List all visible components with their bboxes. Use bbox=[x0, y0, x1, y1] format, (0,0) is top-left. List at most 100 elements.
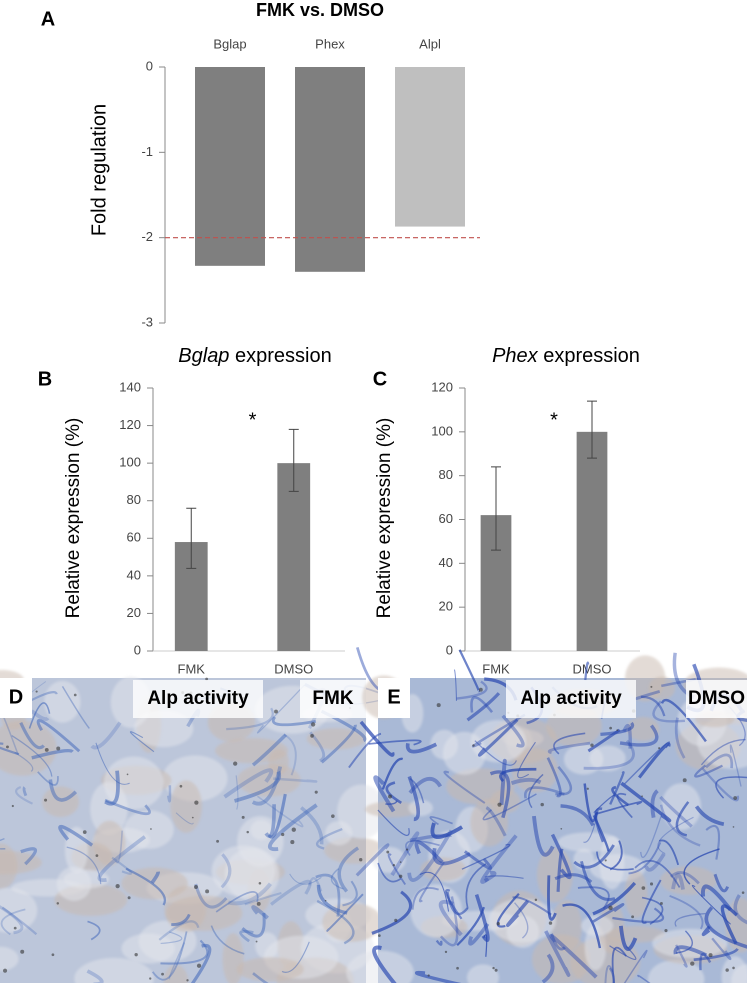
texture-fiber bbox=[439, 896, 459, 947]
bar bbox=[576, 431, 608, 651]
texture-fiber bbox=[611, 946, 627, 983]
texture-dot bbox=[392, 863, 396, 867]
texture-fiber bbox=[355, 843, 390, 877]
texture-dot bbox=[604, 859, 607, 862]
texture-fiber bbox=[104, 770, 120, 806]
texture-fiber bbox=[407, 829, 454, 882]
texture-blob bbox=[647, 959, 705, 983]
y-tick-label: 0 bbox=[134, 642, 141, 657]
texture-fiber bbox=[618, 925, 638, 951]
texture-dot bbox=[378, 934, 381, 937]
x-tick-label: FMK bbox=[482, 661, 510, 676]
texture-fiber bbox=[640, 695, 666, 717]
texture-fiber bbox=[671, 872, 685, 890]
texture-dot bbox=[494, 968, 498, 972]
bar bbox=[395, 67, 465, 227]
texture-dot bbox=[6, 745, 9, 749]
texture-dot bbox=[44, 747, 49, 752]
texture-blob bbox=[133, 710, 194, 748]
texture-fiber bbox=[701, 925, 711, 937]
texture-fiber bbox=[251, 733, 288, 767]
texture-fiber bbox=[683, 848, 720, 885]
texture-fiber bbox=[377, 862, 402, 883]
texture-fiber bbox=[474, 740, 517, 766]
texture-fiber bbox=[461, 843, 511, 870]
texture-fiber bbox=[61, 686, 90, 729]
texture-dot bbox=[290, 840, 295, 845]
y-tick-label: 80 bbox=[127, 492, 141, 507]
chart-title: Bglap expression bbox=[178, 345, 331, 367]
texture-fiber bbox=[342, 880, 358, 907]
texture-fiber bbox=[418, 861, 445, 903]
texture-fiber bbox=[235, 775, 239, 810]
panel-letter-box bbox=[0, 678, 32, 718]
texture-fiber bbox=[226, 707, 274, 731]
texture-fiber bbox=[167, 785, 172, 803]
condition-label: FMK bbox=[312, 688, 353, 709]
texture-dot bbox=[534, 898, 538, 902]
texture-dot bbox=[560, 827, 563, 830]
y-axis-label: Relative expression (%) bbox=[374, 418, 395, 619]
texture-fiber bbox=[316, 884, 348, 915]
texture-dot bbox=[456, 966, 459, 970]
texture-fiber bbox=[705, 753, 734, 769]
texture-fiber bbox=[171, 913, 191, 926]
texture-fiber bbox=[271, 716, 317, 727]
texture-fiber bbox=[19, 722, 45, 750]
texture-blob bbox=[222, 933, 244, 983]
texture-dot bbox=[631, 915, 635, 919]
texture-dot bbox=[233, 761, 238, 766]
texture-dot bbox=[492, 966, 495, 970]
y-tick-label: -1 bbox=[141, 144, 153, 159]
texture-fiber bbox=[90, 721, 122, 750]
texture-blob bbox=[0, 850, 42, 875]
texture-dot bbox=[472, 744, 475, 747]
texture-fiber bbox=[168, 942, 185, 980]
texture-fiber bbox=[430, 822, 464, 839]
texture-fiber bbox=[596, 851, 634, 871]
texture-dot bbox=[194, 885, 198, 889]
texture-fiber bbox=[308, 877, 323, 892]
texture-fiber bbox=[628, 842, 662, 875]
texture-fiber bbox=[58, 824, 94, 847]
texture-dot bbox=[186, 979, 189, 982]
texture-dot bbox=[196, 963, 202, 968]
texture-dot bbox=[35, 690, 38, 693]
texture-blob bbox=[652, 928, 728, 958]
texture-fiber bbox=[48, 779, 78, 802]
texture-blob bbox=[74, 957, 154, 983]
texture-dot bbox=[444, 950, 448, 954]
texture-fiber bbox=[704, 906, 747, 949]
texture-fiber bbox=[549, 934, 598, 979]
texture-fiber bbox=[637, 974, 651, 983]
texture-fiber bbox=[267, 803, 318, 852]
texture-blob bbox=[236, 957, 304, 982]
texture-fiber bbox=[151, 931, 188, 981]
panel-letter: D bbox=[9, 686, 23, 708]
texture-fiber bbox=[215, 891, 259, 913]
texture-fiber bbox=[257, 795, 304, 828]
texture-fiber bbox=[506, 899, 530, 927]
texture-dot bbox=[690, 961, 695, 966]
texture-dot bbox=[73, 693, 77, 697]
texture-fiber bbox=[283, 733, 297, 776]
micrograph bbox=[0, 670, 393, 983]
texture-fiber bbox=[622, 723, 632, 749]
significance-mark: * bbox=[249, 409, 257, 431]
texture-fiber bbox=[160, 939, 209, 965]
texture-dot bbox=[641, 795, 643, 798]
texture-dot bbox=[732, 966, 735, 970]
texture-fiber bbox=[371, 890, 413, 935]
texture-fiber bbox=[705, 824, 720, 860]
texture-fiber bbox=[556, 848, 564, 892]
texture-dot bbox=[708, 953, 713, 958]
texture-blob bbox=[506, 915, 540, 948]
texture-fiber bbox=[641, 879, 662, 924]
texture-blob bbox=[237, 816, 284, 867]
texture-fiber bbox=[252, 972, 269, 983]
texture-blob bbox=[466, 964, 500, 983]
texture-fiber bbox=[456, 680, 488, 700]
texture-blob bbox=[721, 956, 747, 983]
y-tick-label: 60 bbox=[439, 511, 453, 526]
texture-blob bbox=[531, 934, 591, 983]
